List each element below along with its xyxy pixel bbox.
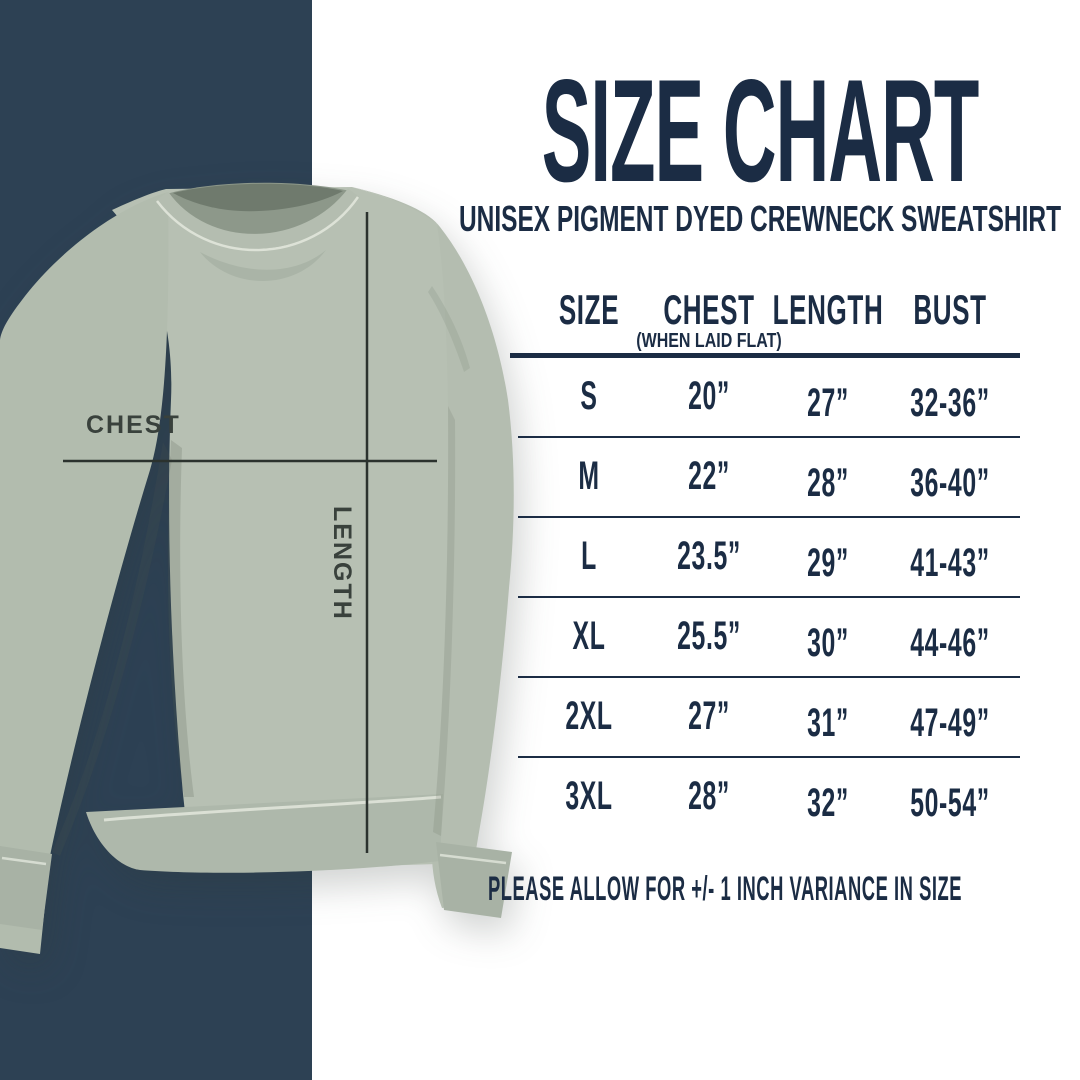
- left-cuff-seam: [1, 856, 47, 866]
- body-side-shadow: [167, 440, 194, 797]
- bust-value: 36-40”: [910, 461, 990, 505]
- table-row: S 20” 27” 32-36”: [510, 358, 1020, 436]
- bust-value: 32-36”: [910, 381, 990, 425]
- collar-seam: [156, 196, 360, 252]
- row-divider: [518, 596, 1020, 598]
- table-header-row: SIZE CHEST LENGTH BUST (WHEN LAID FLAT): [510, 283, 1020, 358]
- bust-value: 41-43”: [910, 541, 990, 585]
- column-header-length: LENGTH: [772, 286, 884, 333]
- length-value: 32”: [807, 781, 849, 825]
- row-divider: [518, 436, 1020, 438]
- chest-value: 23.5”: [677, 534, 741, 578]
- chest-value: 22”: [688, 454, 730, 498]
- size-value: XL: [572, 614, 606, 658]
- length-value: 27”: [807, 381, 849, 425]
- hem-seam: [103, 795, 442, 822]
- right-seam-shadow: [433, 406, 456, 836]
- chest-value: 27”: [688, 694, 730, 738]
- size-value: 2XL: [565, 694, 613, 738]
- right-cuff-seam: [439, 853, 507, 865]
- table-row: L 23.5” 29” 41-43”: [510, 518, 1020, 596]
- size-value: M: [578, 454, 600, 498]
- bust-value: 50-54”: [910, 781, 990, 825]
- chest-subnote: (WHEN LAID FLAT): [636, 330, 782, 352]
- row-divider: [518, 756, 1020, 758]
- size-chart-panel: SIZE CHART UNISEX PIGMENT DYED CREWNECK …: [459, 0, 1061, 1080]
- row-divider: [518, 676, 1020, 678]
- variance-note: PLEASE ALLOW FOR +/- 1 INCH VARIANCE IN …: [487, 870, 963, 908]
- length-value: 31”: [807, 701, 849, 745]
- column-header-bust: BUST: [913, 286, 987, 333]
- chest-value: 25.5”: [677, 614, 741, 658]
- table-row: M 22” 28” 36-40”: [510, 438, 1020, 516]
- chest-value: 20”: [688, 374, 730, 418]
- length-value: 29”: [807, 541, 849, 585]
- sweatshirt-torso: [112, 187, 454, 871]
- sweatshirt-right-sleeve: [352, 187, 514, 908]
- sweatshirt-left-sleeve: [0, 192, 169, 954]
- size-table: SIZE CHEST LENGTH BUST (WHEN LAID FLAT) …: [510, 283, 1020, 836]
- chest-label: CHEST: [86, 411, 181, 439]
- shoulder-crease-shadow: [428, 286, 470, 372]
- page-subtitle: UNISEX PIGMENT DYED CREWNECK SWEATSHIRT: [458, 198, 1062, 239]
- collar-opening-shadow: [173, 183, 343, 212]
- collar-band: [155, 188, 360, 249]
- under-collar-shadow: [200, 250, 326, 281]
- sleeve-inner-shadow: [52, 442, 172, 856]
- length-label: LENGTH: [328, 506, 356, 621]
- table-row: 3XL 28” 32” 50-54”: [510, 758, 1020, 836]
- row-divider: [518, 516, 1020, 518]
- left-cuff: [0, 846, 52, 930]
- size-value: 3XL: [565, 774, 613, 818]
- size-value: L: [581, 534, 597, 578]
- sweatshirt-photo: CHEST LENGTH: [0, 182, 514, 954]
- page-title: SIZE CHART: [541, 49, 980, 212]
- sweatshirt-hem-band: [86, 794, 443, 873]
- table-row: XL 25.5” 30” 44-46”: [510, 598, 1020, 676]
- bust-value: 47-49”: [910, 701, 990, 745]
- chest-value: 28”: [688, 774, 730, 818]
- length-value: 28”: [807, 461, 849, 505]
- size-value: S: [580, 374, 598, 418]
- column-header-chest: CHEST: [663, 286, 755, 333]
- length-value: 30”: [807, 621, 849, 665]
- bust-value: 44-46”: [910, 621, 990, 665]
- table-row: 2XL 27” 31” 47-49”: [510, 678, 1020, 756]
- column-header-size: SIZE: [558, 286, 620, 333]
